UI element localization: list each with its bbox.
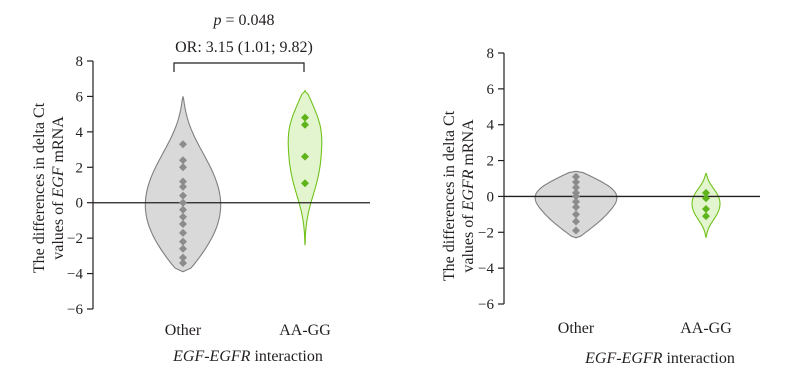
egf-y-tick-label: −2 [67, 231, 83, 247]
egf-y-axis-label: The differences in delta Ct values of EG… [31, 102, 67, 273]
egf-y-label-line2: values of EGF mRNA [50, 116, 67, 260]
egf-y-tick-label: −4 [67, 267, 83, 283]
egf-point-other [179, 156, 187, 165]
egf-y-ticks: −6 −4 −2 0 2 4 6 8 [67, 54, 93, 318]
egf-y-tick-label: 2 [76, 160, 84, 176]
egf-point-aa-gg [301, 179, 309, 188]
egf-point-other [179, 177, 187, 186]
egf-y-tick-label: 4 [76, 125, 84, 141]
egfr-point-aa-gg [702, 188, 710, 197]
egf-point-other [179, 205, 187, 214]
egf-points [179, 113, 309, 267]
egf-point-other [179, 237, 187, 246]
egf-point-other [179, 258, 187, 267]
egf-point-other [179, 212, 187, 221]
egfr-category-label-other: Other [558, 320, 595, 337]
egf-panel: −6 −4 −2 0 2 4 6 8 Other AA-GG EGF-EGFR interact… [31, 12, 370, 365]
egfr-y-tick-label: 2 [487, 154, 495, 170]
egf-point-other [179, 140, 187, 149]
egfr-y-tick-label: 6 [487, 82, 495, 98]
egfr-y-axis-label: The differences in delta Ct values of EG… [441, 110, 477, 281]
egfr-point-aa-gg [702, 212, 710, 221]
odds-ratio-label: OR: 3.15 (1.01; 9.82) [175, 39, 313, 56]
egf-category-label-other: Other [165, 322, 202, 339]
egf-violin-aa-gg [287, 89, 323, 246]
significance-bracket [173, 62, 305, 72]
egfr-point-aa-gg [702, 204, 710, 213]
egf-y-tick-label: 6 [76, 89, 84, 105]
egfr-point-other [572, 197, 580, 206]
egfr-point-other [572, 178, 580, 187]
egf-y-label-line1: The differences in delta Ct [31, 102, 48, 273]
egf-point-other [179, 163, 187, 172]
egfr-point-other [572, 217, 580, 226]
egfr-point-other [572, 192, 580, 201]
egfr-y-tick-label: −2 [478, 225, 494, 241]
egf-point-other [179, 253, 187, 262]
egf-point-other [179, 191, 187, 200]
egf-point-other [179, 244, 187, 253]
egf-point-other [179, 219, 187, 228]
egfr-point-other [572, 226, 580, 235]
egf-x-axis-label: EGF-EGFR interaction [172, 348, 323, 365]
egfr-point-other [572, 183, 580, 192]
egfr-y-tick-label: 8 [487, 46, 495, 62]
egfr-panel: −6 −4 −2 0 2 4 6 8 Other AA-GG EGF-EGFR interact… [441, 46, 760, 367]
egf-y-tick-label: 8 [76, 54, 84, 70]
egfr-y-tick-label: 4 [487, 118, 495, 134]
egfr-x-axis-label: EGF-EGFR interaction [584, 350, 735, 367]
egfr-y-tick-label: −4 [478, 261, 494, 277]
egfr-y-label-line2: values of EGFR mRNA [460, 119, 477, 273]
egf-y-tick-label: −6 [67, 302, 83, 318]
egfr-points [572, 172, 710, 235]
egf-point-aa-gg [301, 120, 309, 129]
egfr-y-tick-label: −6 [478, 297, 494, 313]
egf-violins [144, 89, 323, 273]
egf-point-aa-gg [301, 152, 309, 161]
egfr-y-label-line1: The differences in delta Ct [441, 110, 458, 281]
significance-annotation: p = 0.048 OR: 3.15 (1.01; 9.82) [173, 12, 313, 72]
egfr-point-other [572, 210, 580, 219]
egf-category-label-aa-gg: AA-GG [279, 322, 331, 339]
egf-point-aa-gg [301, 113, 309, 122]
egf-point-other [179, 228, 187, 237]
egf-point-other [179, 182, 187, 191]
egfr-category-labels: Other AA-GG [558, 320, 732, 337]
egfr-y-tick-label: 0 [487, 189, 495, 205]
egfr-point-aa-gg [702, 194, 710, 203]
egfr-violins [534, 170, 721, 239]
egf-y-tick-label: 0 [76, 196, 84, 212]
p-value-label: p = 0.048 [212, 12, 274, 29]
egf-point-other [179, 198, 187, 207]
egfr-category-label-aa-gg: AA-GG [680, 320, 732, 337]
egfr-point-other [572, 203, 580, 212]
egfr-y-ticks: −6 −4 −2 0 2 4 6 8 [478, 46, 504, 313]
egfr-point-other [572, 172, 580, 181]
egf-category-labels: Other AA-GG [165, 322, 331, 339]
